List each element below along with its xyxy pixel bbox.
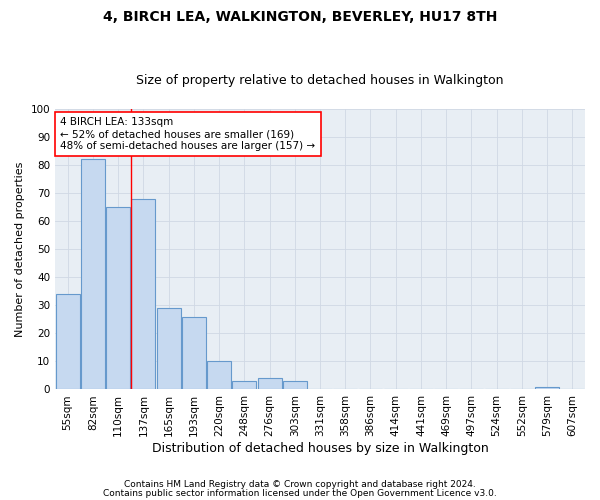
Bar <box>56 294 80 390</box>
Bar <box>106 207 130 390</box>
Text: Contains HM Land Registry data © Crown copyright and database right 2024.: Contains HM Land Registry data © Crown c… <box>124 480 476 489</box>
Text: 4, BIRCH LEA, WALKINGTON, BEVERLEY, HU17 8TH: 4, BIRCH LEA, WALKINGTON, BEVERLEY, HU17… <box>103 10 497 24</box>
Bar <box>131 198 155 390</box>
Y-axis label: Number of detached properties: Number of detached properties <box>15 162 25 337</box>
Text: Contains public sector information licensed under the Open Government Licence v3: Contains public sector information licen… <box>103 490 497 498</box>
Bar <box>81 160 105 390</box>
Text: 4 BIRCH LEA: 133sqm
← 52% of detached houses are smaller (169)
48% of semi-detac: 4 BIRCH LEA: 133sqm ← 52% of detached ho… <box>61 118 316 150</box>
Title: Size of property relative to detached houses in Walkington: Size of property relative to detached ho… <box>136 74 504 87</box>
Bar <box>232 381 256 390</box>
Bar <box>207 362 231 390</box>
Bar <box>157 308 181 390</box>
Bar <box>257 378 281 390</box>
Bar <box>182 316 206 390</box>
Bar <box>283 381 307 390</box>
Bar <box>535 386 559 390</box>
X-axis label: Distribution of detached houses by size in Walkington: Distribution of detached houses by size … <box>152 442 488 455</box>
